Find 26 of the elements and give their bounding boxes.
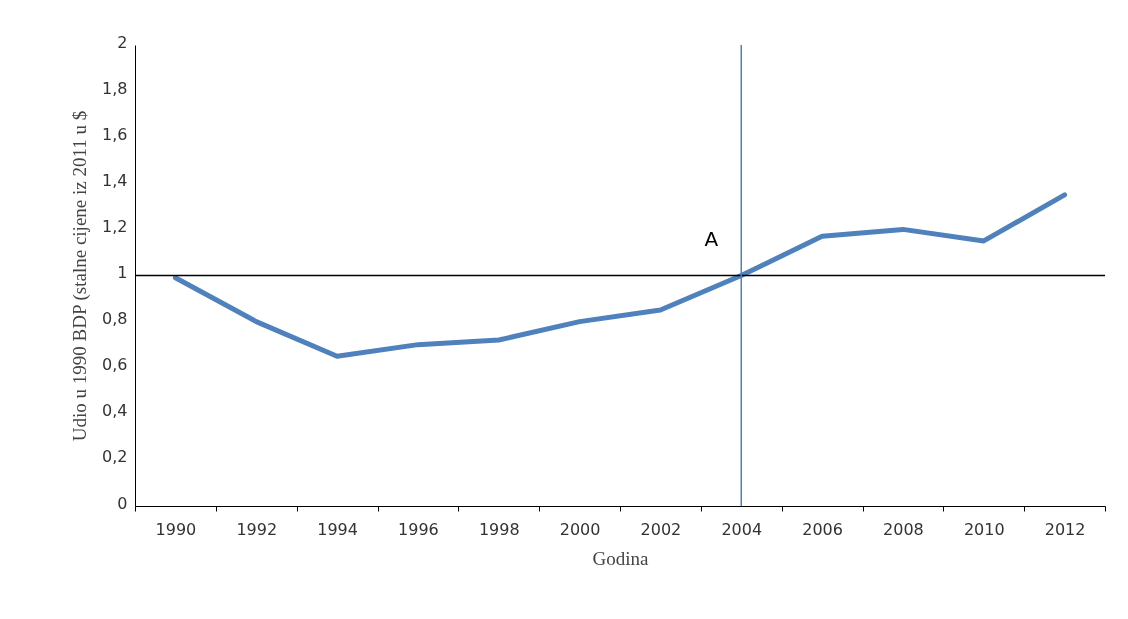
- y-tick-label: 0,2: [102, 447, 128, 467]
- x-axis-title: Godina: [592, 547, 650, 569]
- y-axis-title: Udio u 1990 BDP (stalne cijene iz 2011 u $: [69, 110, 92, 442]
- y-tick-label: 0,6: [102, 355, 128, 375]
- y-tick-label: 1,6: [102, 124, 128, 144]
- x-tick-label: 2008: [883, 519, 924, 539]
- y-tick-label: 0,8: [102, 309, 128, 329]
- x-tick-label: 1996: [398, 519, 439, 539]
- x-tick-label: 2000: [559, 519, 601, 539]
- y-tick-label: 1,2: [102, 216, 128, 236]
- x-tick-label: 1998: [478, 519, 520, 539]
- x-tick-label: 1992: [236, 519, 278, 539]
- x-tick-label: 2004: [721, 519, 763, 539]
- y-tick-label: 1,4: [102, 170, 128, 190]
- y-tick-label: 1,8: [102, 78, 128, 98]
- x-tick-label: 2006: [802, 519, 843, 539]
- y-tick-label: 0,4: [102, 401, 128, 421]
- y-tick-label: 2: [117, 32, 128, 52]
- x-tick-label: 2010: [963, 519, 1005, 539]
- y-tick-label: 1: [117, 263, 128, 282]
- x-tick-label: 1994: [317, 519, 358, 539]
- ref-line-label: A: [704, 227, 719, 251]
- x-tick-label: 2002: [640, 519, 682, 539]
- y-tick-label: 0: [117, 493, 128, 513]
- x-tick-label: 2012: [1044, 519, 1086, 539]
- x-tick-label: 1990: [155, 519, 197, 539]
